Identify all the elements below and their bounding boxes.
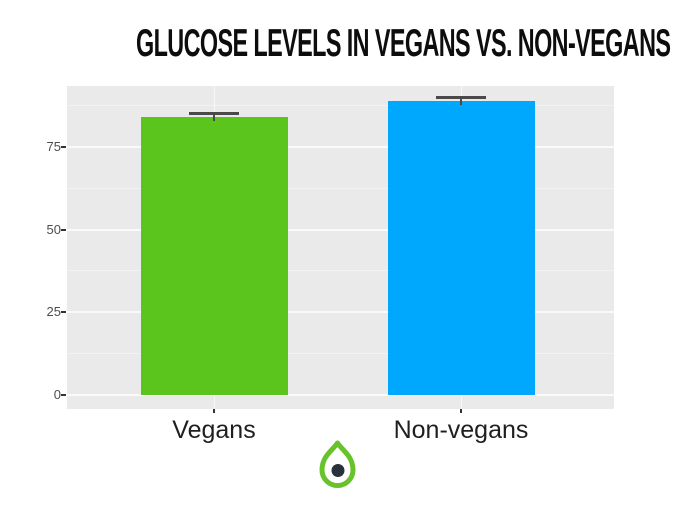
bar-non-vegans (387, 100, 535, 395)
droplet-dot (331, 464, 345, 477)
y-tick-mark (61, 228, 66, 231)
gridline-minor (67, 187, 614, 189)
droplet-logo-svg (319, 440, 356, 488)
y-tick-mark (61, 311, 66, 314)
x-category-label: Vegans (172, 416, 256, 444)
gridline-minor (67, 105, 614, 107)
gridline-minor (67, 270, 614, 272)
chart-title: GLUCOSE LEVELS IN VEGANS VS. NON-VEGANS (135, 22, 671, 65)
bar-vegans (140, 117, 288, 395)
gridline-major (67, 228, 614, 231)
plot-panel (67, 86, 614, 409)
y-tick-label: 75 (46, 138, 61, 154)
error-bar-cap (189, 112, 239, 116)
y-tick-mark (61, 394, 66, 396)
error-bar-stem (460, 96, 462, 105)
y-tick-label: 25 (46, 304, 61, 320)
droplet-logo (315, 440, 360, 490)
gridline-major (67, 394, 614, 396)
gridline-major (67, 311, 614, 314)
y-tick-mark (61, 145, 66, 148)
error-bar-stem (213, 113, 215, 122)
y-tick-label: 0 (53, 387, 61, 402)
x-category-label: Non-vegans (393, 416, 529, 444)
gridline-minor (67, 353, 614, 355)
y-tick-label: 50 (46, 221, 61, 237)
x-tick-mark (460, 409, 462, 413)
x-tick-mark (213, 409, 215, 413)
droplet-ring (319, 440, 356, 488)
gridline-major (67, 145, 614, 148)
error-bar-cap (436, 95, 486, 99)
